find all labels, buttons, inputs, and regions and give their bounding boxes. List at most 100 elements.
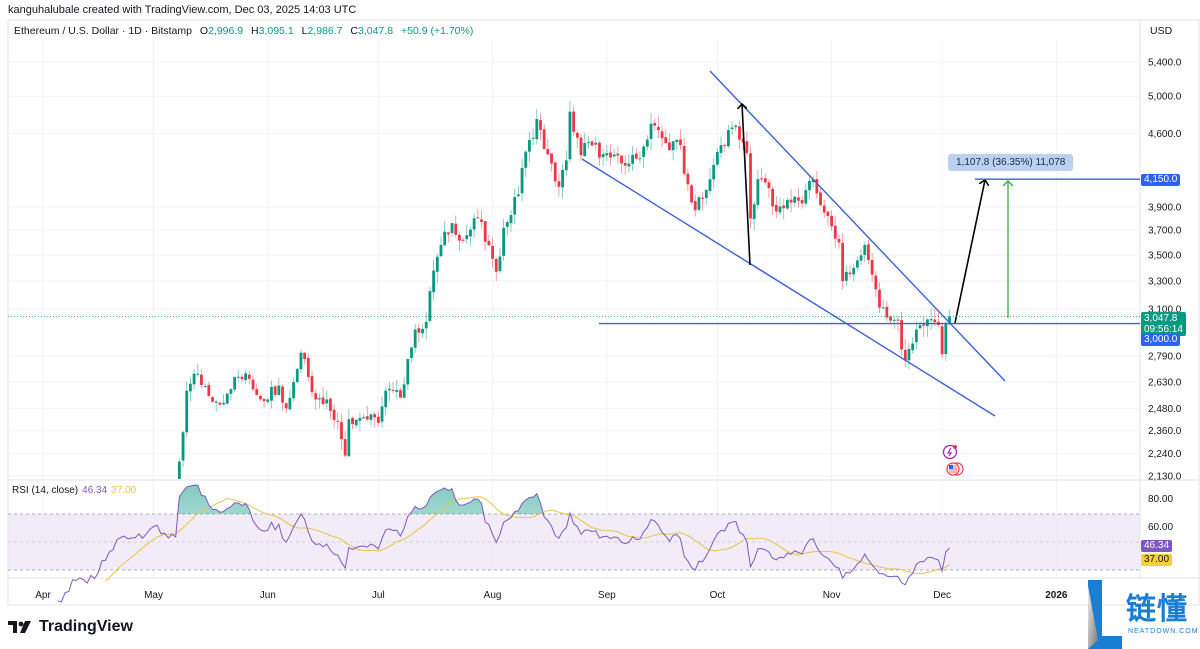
- tradingview-logo[interactable]: TradingView: [8, 618, 133, 636]
- candle: [373, 412, 377, 428]
- candle-body: [918, 325, 922, 329]
- candle-body: [458, 234, 461, 241]
- candle-body: [944, 323, 948, 354]
- candle-body: [23, 502, 26, 505]
- candle: [785, 197, 789, 210]
- candle: [830, 210, 833, 231]
- candle-body: [940, 326, 944, 355]
- candle-body: [782, 205, 786, 209]
- candle: [207, 381, 211, 398]
- candle: [509, 210, 513, 232]
- economic-event-icon[interactable]: [942, 444, 958, 460]
- candle: [690, 183, 693, 205]
- candle-body: [822, 205, 826, 213]
- candle-body: [675, 139, 679, 143]
- open-value: 2,996.9: [208, 25, 244, 37]
- candle: [229, 388, 233, 401]
- candle-body: [590, 141, 594, 146]
- candle-body: [524, 151, 528, 168]
- wedge-upper-trendline[interactable]: [709, 70, 1006, 382]
- horizontal-levels[interactable]: [8, 178, 1140, 325]
- candle: [200, 369, 203, 389]
- candle: [446, 231, 450, 243]
- candle-body: [922, 324, 926, 326]
- candle: [421, 323, 424, 338]
- low-label: L: [301, 25, 308, 37]
- candle: [277, 377, 281, 396]
- candle-body: [756, 179, 760, 205]
- last-price: 3,047.8: [1144, 313, 1178, 324]
- candle-body: [889, 316, 892, 321]
- candle-body: [715, 151, 719, 165]
- candle: [609, 144, 612, 166]
- price-tick-label: 2,130.0: [1148, 471, 1182, 482]
- candle: [491, 237, 494, 268]
- candle-body: [767, 182, 771, 189]
- candle-body: [708, 179, 712, 191]
- candle: [310, 370, 314, 398]
- candle-body: [75, 587, 78, 590]
- projection-arrow[interactable]: [954, 180, 985, 324]
- candle: [181, 430, 185, 467]
- time-tick-label: Nov: [823, 590, 841, 601]
- candle-body: [627, 163, 631, 167]
- last-price-badge: 3,047.8 09:56:14: [1141, 312, 1186, 336]
- candle: [399, 387, 402, 399]
- candle-body: [487, 240, 491, 246]
- drawings[interactable]: [581, 70, 1008, 417]
- measure-label[interactable]: 1,107.8 (36.35%) 11,078: [948, 154, 1074, 171]
- us-flag-event-icon[interactable]: [946, 462, 964, 476]
- candle-body: [402, 384, 406, 398]
- candle: [679, 129, 682, 151]
- candle-body: [314, 393, 318, 400]
- price-tick-label: 2,480.0: [1148, 404, 1182, 415]
- candle-body: [332, 409, 336, 420]
- candle-body: [867, 244, 870, 261]
- candle-body: [789, 199, 793, 203]
- candle-body: [605, 153, 609, 156]
- candle-body: [516, 194, 520, 197]
- candle: [590, 140, 594, 148]
- candle-body: [461, 239, 465, 241]
- candle-body: [373, 414, 377, 418]
- candle: [937, 312, 940, 328]
- wedge-lower-trendline[interactable]: [581, 158, 996, 417]
- pole-arrow[interactable]: [742, 104, 751, 266]
- price-tick-label: 3,100.0: [1148, 304, 1182, 315]
- candle-body: [295, 368, 299, 383]
- candle: [859, 248, 863, 266]
- candle-body: [870, 260, 874, 275]
- candle: [67, 590, 70, 608]
- symbol-title[interactable]: Ethereum / U.S. Dollar · 1D · Bitstamp: [14, 25, 192, 37]
- candle-body: [421, 329, 424, 334]
- bar-countdown: 09:56:14: [1144, 324, 1183, 335]
- candle-body: [71, 587, 74, 599]
- currency-label[interactable]: USD: [1150, 25, 1173, 37]
- candle: [75, 580, 78, 591]
- candle: [645, 135, 649, 151]
- candle: [19, 496, 22, 510]
- candle-body: [380, 406, 384, 422]
- candle-body: [273, 386, 277, 395]
- candle-body: [266, 399, 270, 402]
- candle: [749, 146, 752, 229]
- candle: [502, 218, 506, 261]
- candle: [553, 161, 557, 188]
- candle: [911, 337, 915, 354]
- candle-body: [808, 180, 811, 191]
- candle-body: [907, 348, 911, 361]
- candle-body: [645, 139, 649, 147]
- candle: [564, 150, 568, 177]
- candle-body: [848, 272, 852, 275]
- candle-body: [177, 461, 181, 479]
- candle-body: [413, 329, 417, 348]
- rsi-legend[interactable]: RSI (14, close) 46.34 37.00: [12, 485, 136, 496]
- candle: [56, 578, 59, 602]
- candle: [432, 259, 436, 301]
- candle: [727, 124, 730, 149]
- candle: [520, 158, 524, 202]
- candle-body: [911, 343, 915, 351]
- candle-body: [203, 385, 207, 387]
- candle: [395, 379, 399, 400]
